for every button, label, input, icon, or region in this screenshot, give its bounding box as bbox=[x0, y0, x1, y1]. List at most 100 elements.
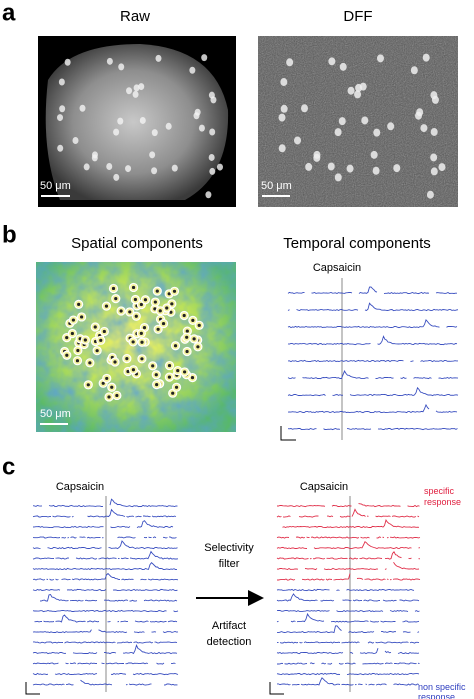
cell bbox=[430, 153, 438, 162]
cell bbox=[165, 122, 172, 130]
cell bbox=[327, 162, 335, 171]
cell bbox=[373, 128, 381, 137]
cell-center bbox=[71, 318, 75, 322]
cell bbox=[280, 78, 288, 87]
cell bbox=[79, 104, 86, 112]
cell-center bbox=[119, 309, 123, 313]
cell-center bbox=[169, 310, 173, 314]
cell-center bbox=[167, 363, 172, 368]
cell-center bbox=[65, 353, 69, 357]
trace bbox=[276, 609, 420, 613]
cell-center bbox=[142, 325, 147, 330]
cell bbox=[420, 124, 428, 133]
cell bbox=[430, 91, 438, 100]
cell bbox=[334, 128, 342, 137]
cell bbox=[72, 136, 79, 144]
trace bbox=[32, 572, 179, 581]
cell-center bbox=[155, 289, 159, 293]
cell-center bbox=[107, 395, 111, 399]
cell-center bbox=[197, 323, 201, 327]
cell-center bbox=[196, 345, 200, 349]
trace bbox=[33, 641, 178, 644]
cell bbox=[118, 63, 125, 71]
stimulus-label: Capsaicin bbox=[56, 481, 104, 493]
trace bbox=[287, 369, 459, 380]
trace bbox=[32, 679, 178, 686]
cell-center bbox=[165, 306, 169, 310]
cell bbox=[57, 114, 64, 122]
trace bbox=[287, 386, 459, 397]
cell bbox=[57, 144, 64, 152]
cell-center bbox=[125, 356, 129, 361]
trace bbox=[277, 625, 420, 634]
cell bbox=[361, 116, 369, 125]
cell bbox=[198, 124, 205, 132]
cell-center bbox=[170, 302, 174, 306]
cell-center bbox=[190, 375, 195, 380]
trace bbox=[277, 662, 420, 665]
trace bbox=[34, 614, 178, 623]
trace bbox=[33, 510, 178, 517]
cell bbox=[346, 164, 354, 173]
cell bbox=[209, 167, 216, 175]
cell-center bbox=[128, 310, 132, 314]
step-label: Selectivity filter bbox=[204, 542, 254, 570]
trace bbox=[277, 573, 421, 581]
cell-center bbox=[102, 329, 106, 334]
cell-center bbox=[143, 298, 148, 302]
cell bbox=[209, 128, 216, 136]
cell bbox=[370, 150, 378, 159]
cell-center bbox=[158, 309, 162, 313]
cell bbox=[208, 91, 215, 99]
trace bbox=[276, 648, 420, 655]
cell bbox=[59, 105, 66, 113]
cell bbox=[339, 62, 347, 71]
cell bbox=[139, 116, 146, 124]
panel-title: Temporal components bbox=[283, 235, 431, 252]
trace bbox=[276, 536, 421, 539]
step-label: Artifact detection bbox=[207, 620, 252, 648]
cell bbox=[205, 191, 212, 199]
cell bbox=[278, 144, 286, 153]
cell bbox=[133, 84, 140, 92]
cell bbox=[151, 167, 158, 175]
trace bbox=[287, 403, 458, 414]
cell-center bbox=[156, 327, 160, 331]
trace bbox=[32, 644, 178, 655]
scale-label: 50 μm bbox=[40, 180, 71, 192]
cell bbox=[58, 78, 65, 86]
cell bbox=[216, 163, 223, 171]
cell bbox=[126, 87, 133, 95]
cell bbox=[410, 66, 418, 75]
cell-center bbox=[182, 313, 186, 318]
trace bbox=[282, 518, 420, 529]
cell bbox=[328, 57, 336, 66]
panel-label: b bbox=[2, 221, 17, 248]
cell-center bbox=[140, 340, 144, 344]
scale-bar bbox=[280, 426, 296, 441]
trace bbox=[32, 562, 178, 571]
cell bbox=[372, 166, 380, 175]
cell bbox=[294, 136, 302, 145]
cell bbox=[149, 151, 156, 159]
cell-center bbox=[183, 370, 187, 374]
cell-center bbox=[173, 344, 178, 348]
trace bbox=[287, 319, 458, 329]
cell-center bbox=[110, 385, 114, 389]
cell-center bbox=[111, 286, 116, 291]
cell-center bbox=[191, 318, 195, 322]
cell bbox=[430, 127, 438, 136]
trace bbox=[276, 593, 420, 602]
cell-center bbox=[105, 376, 109, 381]
cell bbox=[113, 173, 120, 181]
cell-center bbox=[167, 375, 172, 379]
cell bbox=[64, 58, 71, 66]
trace bbox=[276, 672, 420, 676]
cell bbox=[151, 129, 158, 137]
trace bbox=[276, 508, 420, 518]
cell-center bbox=[93, 325, 97, 329]
cell bbox=[138, 83, 145, 91]
cell bbox=[106, 162, 113, 170]
cell-center bbox=[75, 359, 80, 363]
